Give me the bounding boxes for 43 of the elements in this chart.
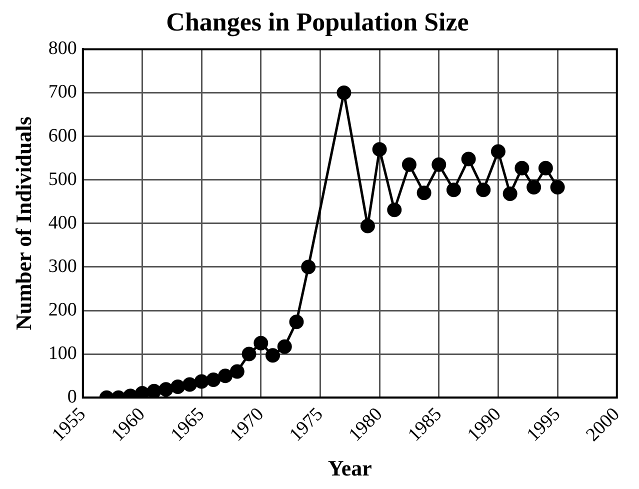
y-tick-label: 800 bbox=[48, 38, 77, 60]
point bbox=[490, 144, 506, 159]
y-axis-title: Number of Individuals bbox=[10, 116, 36, 330]
point bbox=[360, 218, 375, 234]
point bbox=[387, 202, 402, 218]
point bbox=[158, 382, 174, 397]
point bbox=[402, 157, 416, 172]
point bbox=[289, 314, 304, 330]
point bbox=[372, 142, 387, 157]
point bbox=[526, 180, 542, 195]
point bbox=[446, 182, 461, 198]
y-tick-label: 300 bbox=[48, 256, 77, 277]
y-tick-label: 400 bbox=[48, 212, 77, 234]
point bbox=[461, 152, 476, 166]
point bbox=[432, 157, 446, 172]
point bbox=[194, 374, 209, 389]
point bbox=[550, 180, 565, 195]
y-tick-label: 200 bbox=[48, 299, 77, 320]
point bbox=[476, 182, 491, 198]
point bbox=[254, 336, 268, 350]
point bbox=[266, 348, 280, 363]
x-axis-title: Year bbox=[328, 455, 372, 480]
y-tick-label: 700 bbox=[48, 82, 77, 103]
y-tick-label: 500 bbox=[48, 168, 77, 190]
point bbox=[182, 377, 197, 392]
point bbox=[206, 372, 221, 387]
point bbox=[277, 339, 292, 354]
y-tick-label: 100 bbox=[48, 343, 77, 364]
y-tick-label: 0 bbox=[67, 386, 77, 408]
point bbox=[301, 260, 316, 274]
point bbox=[538, 160, 553, 176]
point bbox=[230, 364, 244, 379]
point bbox=[416, 186, 432, 200]
point bbox=[218, 368, 233, 384]
point bbox=[502, 186, 518, 202]
point bbox=[242, 346, 256, 362]
point bbox=[146, 384, 162, 398]
point bbox=[134, 386, 150, 398]
point bbox=[514, 160, 530, 176]
point bbox=[336, 86, 352, 100]
chart-title: Changes in Population Size bbox=[166, 7, 469, 36]
point bbox=[170, 379, 186, 394]
y-tick-label: 600 bbox=[48, 125, 77, 146]
